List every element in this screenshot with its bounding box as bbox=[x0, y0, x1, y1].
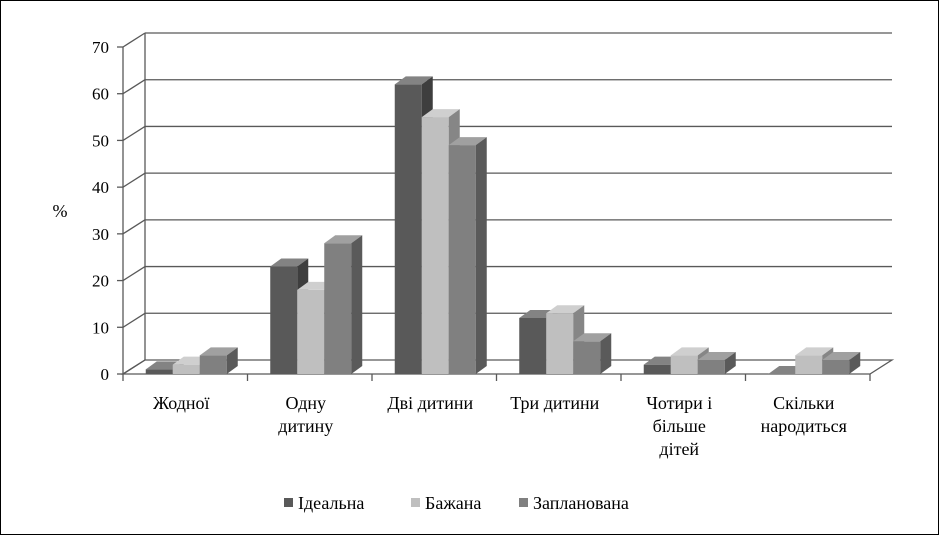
bar-top bbox=[394, 76, 433, 85]
bar-top bbox=[822, 351, 861, 360]
bar-front bbox=[670, 355, 698, 374]
bar-front bbox=[270, 266, 298, 374]
bar-front bbox=[145, 369, 173, 374]
bar-top bbox=[199, 347, 238, 356]
y-tick-label: 50 bbox=[92, 131, 109, 150]
bar-front bbox=[172, 364, 200, 374]
category-label-line: більше bbox=[653, 416, 706, 436]
bar-top bbox=[795, 347, 834, 356]
legend-swatch bbox=[284, 498, 293, 507]
legend-label: Ідеальна bbox=[298, 493, 364, 513]
bar-front bbox=[573, 341, 601, 374]
category-label-line: Скільки bbox=[773, 393, 835, 413]
category-label: Скільки народиться bbox=[761, 393, 847, 436]
bar bbox=[324, 235, 363, 374]
gridline-depth bbox=[122, 32, 146, 48]
axes bbox=[117, 33, 871, 381]
bar-front bbox=[324, 243, 352, 374]
bar-front bbox=[697, 359, 725, 374]
bar bbox=[573, 333, 612, 374]
gridline-depth bbox=[122, 219, 146, 235]
gridline-depth bbox=[122, 266, 146, 282]
bar-front bbox=[546, 313, 574, 374]
bar-top bbox=[270, 258, 309, 267]
bar-top bbox=[670, 347, 709, 356]
y-tick-label: 0 bbox=[101, 365, 110, 384]
category-label: Дві дитини bbox=[387, 393, 473, 413]
category-label: Три дитини bbox=[510, 393, 599, 413]
legend-label: Бажана bbox=[425, 493, 481, 513]
bar-side bbox=[849, 351, 861, 374]
category-label-line: Дві дитини bbox=[387, 393, 473, 413]
legend: Ідеальна Бажана Запланована bbox=[284, 493, 629, 513]
bar-side bbox=[724, 351, 736, 374]
bar-side bbox=[475, 137, 487, 374]
category-label-line: Одну bbox=[285, 393, 326, 413]
bar-front bbox=[822, 359, 850, 374]
bar-side bbox=[600, 333, 612, 374]
bars bbox=[145, 76, 861, 375]
category-label-line: дитину bbox=[278, 416, 333, 436]
category-label: Одну дитину bbox=[278, 393, 333, 436]
bar-top bbox=[421, 109, 460, 118]
bar-front bbox=[297, 289, 325, 374]
category-label-line: Три дитини bbox=[510, 393, 599, 413]
gridline-depth bbox=[122, 359, 146, 375]
y-tick-label: 40 bbox=[92, 178, 109, 197]
gridline-depth bbox=[122, 172, 146, 188]
bar-top bbox=[324, 235, 363, 244]
y-axis-label: % bbox=[53, 201, 68, 221]
y-tick-label: 20 bbox=[92, 272, 109, 291]
gridline-depth bbox=[122, 125, 146, 141]
y-tick-label: 60 bbox=[92, 85, 109, 104]
bar-front bbox=[448, 145, 476, 374]
category-label: Чотири і більше дітей bbox=[646, 393, 712, 459]
gridlines bbox=[122, 32, 892, 375]
y-tick-label: 70 bbox=[92, 38, 109, 57]
bar bbox=[697, 351, 736, 374]
category-label-line: Жодної bbox=[153, 393, 210, 413]
y-tick-label: 30 bbox=[92, 225, 109, 244]
y-tick-labels: 0 10 20 30 40 50 60 70 bbox=[92, 38, 109, 384]
bar bbox=[822, 351, 861, 374]
bar-front bbox=[199, 355, 227, 374]
category-label-line: Чотири і bbox=[646, 393, 712, 413]
bar-front bbox=[795, 355, 823, 374]
bar-front bbox=[421, 117, 449, 375]
bar-front bbox=[643, 364, 671, 374]
bar-top bbox=[546, 305, 585, 314]
legend-swatch bbox=[411, 498, 420, 507]
category-label-line: народиться bbox=[761, 416, 847, 436]
bar bbox=[199, 347, 238, 374]
bar-side bbox=[226, 347, 238, 374]
y-tick-label: 10 bbox=[92, 318, 109, 337]
bar-top bbox=[573, 333, 612, 342]
legend-swatch bbox=[519, 498, 528, 507]
bar-front bbox=[394, 84, 422, 374]
bar-top bbox=[697, 351, 736, 360]
bar-front bbox=[519, 317, 547, 374]
gridline-depth bbox=[122, 312, 146, 328]
gridline-depth bbox=[122, 79, 146, 95]
legend-label: Запланована bbox=[533, 493, 629, 513]
bar bbox=[448, 137, 487, 374]
bar-top bbox=[448, 137, 487, 146]
category-label-line: дітей bbox=[659, 439, 699, 459]
bar-side bbox=[351, 235, 363, 374]
category-labels: Жодної Одну дитину Дві дитини Три дитини Чоти… bbox=[153, 393, 847, 459]
category-label: Жодної bbox=[153, 393, 210, 413]
